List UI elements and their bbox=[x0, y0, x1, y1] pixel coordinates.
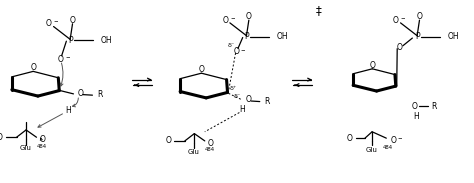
Text: 484: 484 bbox=[383, 145, 393, 150]
Text: O: O bbox=[417, 12, 422, 21]
Text: O: O bbox=[246, 12, 252, 21]
Text: −: − bbox=[54, 18, 58, 24]
Text: R: R bbox=[264, 97, 270, 106]
Text: P: P bbox=[244, 32, 249, 41]
Text: O: O bbox=[70, 16, 75, 25]
Text: Glu: Glu bbox=[365, 147, 377, 153]
Text: O: O bbox=[77, 89, 83, 98]
Text: O: O bbox=[246, 95, 251, 104]
Text: −: − bbox=[65, 54, 70, 59]
Text: Glu: Glu bbox=[19, 145, 31, 151]
Text: δ⁻: δ⁻ bbox=[233, 94, 241, 100]
Text: O: O bbox=[0, 133, 3, 142]
Text: O: O bbox=[46, 19, 52, 28]
Text: 484: 484 bbox=[205, 147, 215, 152]
Text: O: O bbox=[58, 55, 64, 64]
Text: O: O bbox=[234, 47, 239, 56]
Text: −: − bbox=[241, 47, 246, 52]
Text: R: R bbox=[97, 90, 102, 99]
Text: O: O bbox=[369, 61, 375, 70]
Text: O: O bbox=[391, 136, 396, 145]
Text: P: P bbox=[415, 32, 419, 41]
Text: OH: OH bbox=[100, 36, 112, 45]
Text: H: H bbox=[65, 106, 71, 115]
Text: 484: 484 bbox=[36, 143, 46, 149]
Text: P: P bbox=[68, 36, 73, 45]
Text: O: O bbox=[30, 63, 36, 72]
Text: ‡: ‡ bbox=[316, 4, 321, 18]
Text: O: O bbox=[411, 102, 417, 111]
Text: O: O bbox=[165, 136, 171, 145]
Text: H: H bbox=[239, 105, 245, 114]
Text: O: O bbox=[40, 135, 46, 145]
Text: O: O bbox=[393, 16, 399, 25]
Text: O: O bbox=[208, 139, 214, 148]
Text: R: R bbox=[431, 102, 437, 111]
Text: OH: OH bbox=[277, 32, 289, 41]
Text: Glu: Glu bbox=[187, 149, 200, 155]
Text: −: − bbox=[398, 136, 402, 141]
Text: δ⁻: δ⁻ bbox=[228, 43, 235, 48]
Text: O: O bbox=[396, 43, 402, 52]
Text: H: H bbox=[413, 112, 419, 121]
Text: O: O bbox=[222, 16, 228, 25]
Text: O: O bbox=[346, 134, 352, 143]
Text: O: O bbox=[199, 65, 204, 74]
Text: δ⁺: δ⁺ bbox=[229, 86, 237, 91]
Text: OH: OH bbox=[447, 32, 459, 41]
Text: −: − bbox=[230, 15, 235, 20]
Text: −: − bbox=[401, 15, 405, 20]
